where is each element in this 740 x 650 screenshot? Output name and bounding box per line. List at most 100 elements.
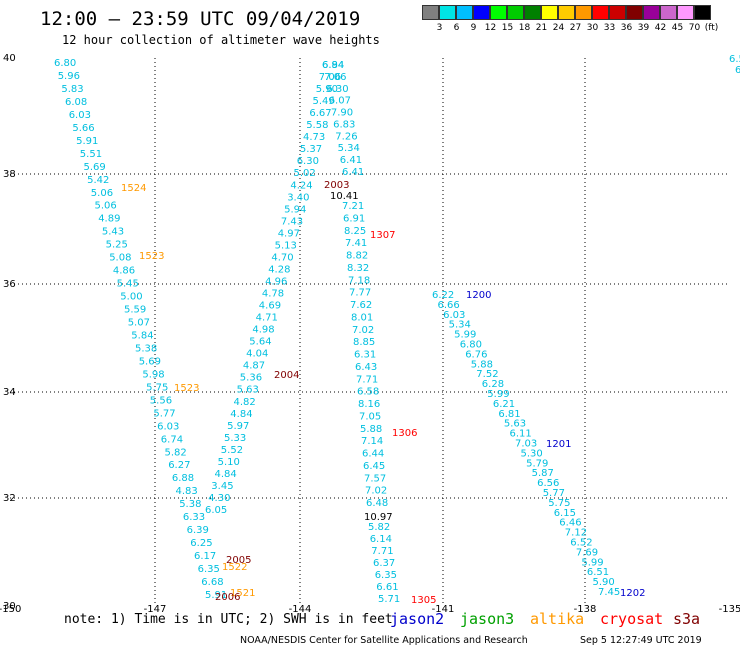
wave-height-value: 5.99 xyxy=(581,557,603,568)
wave-height-value: 8.32 xyxy=(347,263,369,274)
wave-height-value: 4.78 xyxy=(262,289,284,300)
wave-height-value: 5.34 xyxy=(338,143,360,154)
map-title: 12:00 – 23:59 UTC 09/04/2019 xyxy=(40,8,361,30)
pass-labels: 1524 1523 1523 2003 1307 1200 2004 1306 1201 2005… xyxy=(121,180,645,606)
colorbar-label: 21 xyxy=(535,23,548,33)
wave-height-value: 4.96 xyxy=(265,277,287,288)
wave-height-value: 5.82 xyxy=(165,447,187,458)
wave-height-value: 4.71 xyxy=(256,313,278,324)
wave-height-value: 5.91 xyxy=(76,136,98,147)
y-tick-label: 34 xyxy=(3,387,16,398)
wave-height-value: 6.66 xyxy=(438,300,460,311)
wave-height-value: 8.82 xyxy=(346,251,368,262)
wave-height-value: 5.06 xyxy=(91,188,113,199)
wave-height-value: 7.06 xyxy=(319,72,341,83)
y-tick-label: 40 xyxy=(3,53,16,64)
wave-height-value: 6.07 xyxy=(329,96,351,107)
legend-cryosat: cryosat xyxy=(600,610,664,628)
wave-height-value: 7.71 xyxy=(371,546,393,557)
wave-height-value: 6.27 xyxy=(168,460,190,471)
colorbar-label: 6 xyxy=(453,23,460,33)
wave-height-value: 6.37 xyxy=(373,558,395,569)
wave-height-value: 7.69 xyxy=(576,547,598,558)
wave-height-value: 5.58 xyxy=(306,120,328,131)
wave-height-value: 6.52 xyxy=(570,538,592,549)
colorbar-label: 42 xyxy=(654,23,667,33)
wave-height-value: 5.69 xyxy=(84,162,106,173)
colorbar-label: 39 xyxy=(637,23,650,33)
colorbar-swatch xyxy=(439,5,456,20)
wave-height-value: 5.64 xyxy=(249,337,271,348)
footer-credit: NOAA/NESDIS Center for Satellite Applica… xyxy=(240,635,528,646)
colorbar-label: 3 xyxy=(436,23,443,33)
colorbar-swatch xyxy=(643,5,660,20)
wave-height-value: 5.84 xyxy=(131,331,153,342)
legend-jason3: jason3 xyxy=(460,610,515,628)
wave-height-value: 6.74 xyxy=(161,434,183,445)
wave-height-value: 6.84 xyxy=(322,60,344,71)
wave-height-value: 7.03 xyxy=(515,439,537,450)
colorbar-swatch xyxy=(592,5,609,20)
wave-height-value: 5.83 xyxy=(61,84,83,95)
colorbar-swatch xyxy=(677,5,694,20)
wave-height-value: 5.87 xyxy=(532,468,554,479)
wave-height-value: 5.36 xyxy=(240,373,262,384)
wave-height-value: 6.14 xyxy=(370,534,392,545)
wave-height-value: 6.56 xyxy=(537,478,559,489)
wave-height-value: 5.34 xyxy=(449,320,471,331)
colorbar-label: 70 xyxy=(688,23,701,33)
wave-height-value: 8.01 xyxy=(351,312,373,323)
wave-height-value: 7.05 xyxy=(359,411,381,422)
wave-height-value: 5.91 xyxy=(205,590,227,601)
wave-height-value: 6.80 xyxy=(54,58,76,69)
wave-height-value: 5.25 xyxy=(106,240,128,251)
wave-height-value: 7.12 xyxy=(565,528,587,539)
colorbar-swatch xyxy=(473,5,490,20)
x-tick-label: -144 xyxy=(289,604,312,615)
wave-height-value: 8.16 xyxy=(358,399,380,410)
wave-height-value: 6.58 xyxy=(357,387,379,398)
wave-height-value: 7.52 xyxy=(476,369,498,380)
wave-height-value: 7.62 xyxy=(350,300,372,311)
wave-height-value: 10.41 xyxy=(330,191,359,202)
legend-s3a: s3a xyxy=(673,610,701,628)
wave-height-value: 7.41 xyxy=(345,238,367,249)
colorbar-label: 27 xyxy=(569,23,582,33)
wave-height-value: 6.03 xyxy=(69,110,91,121)
wave-height-value: 4.87 xyxy=(243,361,265,372)
wave-height-value: 5.99 xyxy=(454,330,476,341)
wave-height-value: 6.94 xyxy=(322,60,344,71)
wave-height-value: 6.25 xyxy=(190,538,212,549)
colorbar-swatch xyxy=(626,5,643,20)
wave-height-value: 6.43 xyxy=(355,362,377,373)
wave-height-value: 7.77 xyxy=(349,288,371,299)
wave-height-value: 6.11 xyxy=(510,429,532,440)
colorbar-swatch xyxy=(422,5,439,20)
wave-height-value: 5.59 xyxy=(124,305,146,316)
colorbar-label: 36 xyxy=(620,23,633,33)
wave-height-value: 6 xyxy=(735,65,740,76)
wave-height-value: 5.82 xyxy=(368,522,390,533)
wave-height-value: 5.37 xyxy=(300,144,322,155)
wave-height-value: 4.84 xyxy=(215,469,237,480)
wave-height-value: 6.83 xyxy=(333,119,355,130)
wave-height-value: 6.46 xyxy=(559,518,581,529)
pass-id-label: 1306 xyxy=(392,428,417,439)
wave-height-value: 3.40 xyxy=(287,192,309,203)
wave-height-value: 7.02 xyxy=(365,486,387,497)
wave-height-value: 5.77 xyxy=(543,488,565,499)
wave-height-value: 5.71 xyxy=(378,594,400,605)
wave-height-value: 6.81 xyxy=(498,409,520,420)
colorbar-label: 33 xyxy=(603,23,616,33)
wave-height-value: 5.42 xyxy=(87,175,109,186)
wave-height-value: 4.30 xyxy=(208,493,230,504)
wave-height-value: 5.88 xyxy=(360,424,382,435)
wave-height-value: 5.79 xyxy=(526,458,548,469)
colorbar-swatch xyxy=(558,5,575,20)
wave-height-value: 6.15 xyxy=(554,508,576,519)
wave-height-value: 7.45 xyxy=(598,587,620,598)
wave-height-value: 4.84 xyxy=(230,409,252,420)
colorbar-swatch xyxy=(609,5,626,20)
wave-height-value: 5.38 xyxy=(179,499,201,510)
